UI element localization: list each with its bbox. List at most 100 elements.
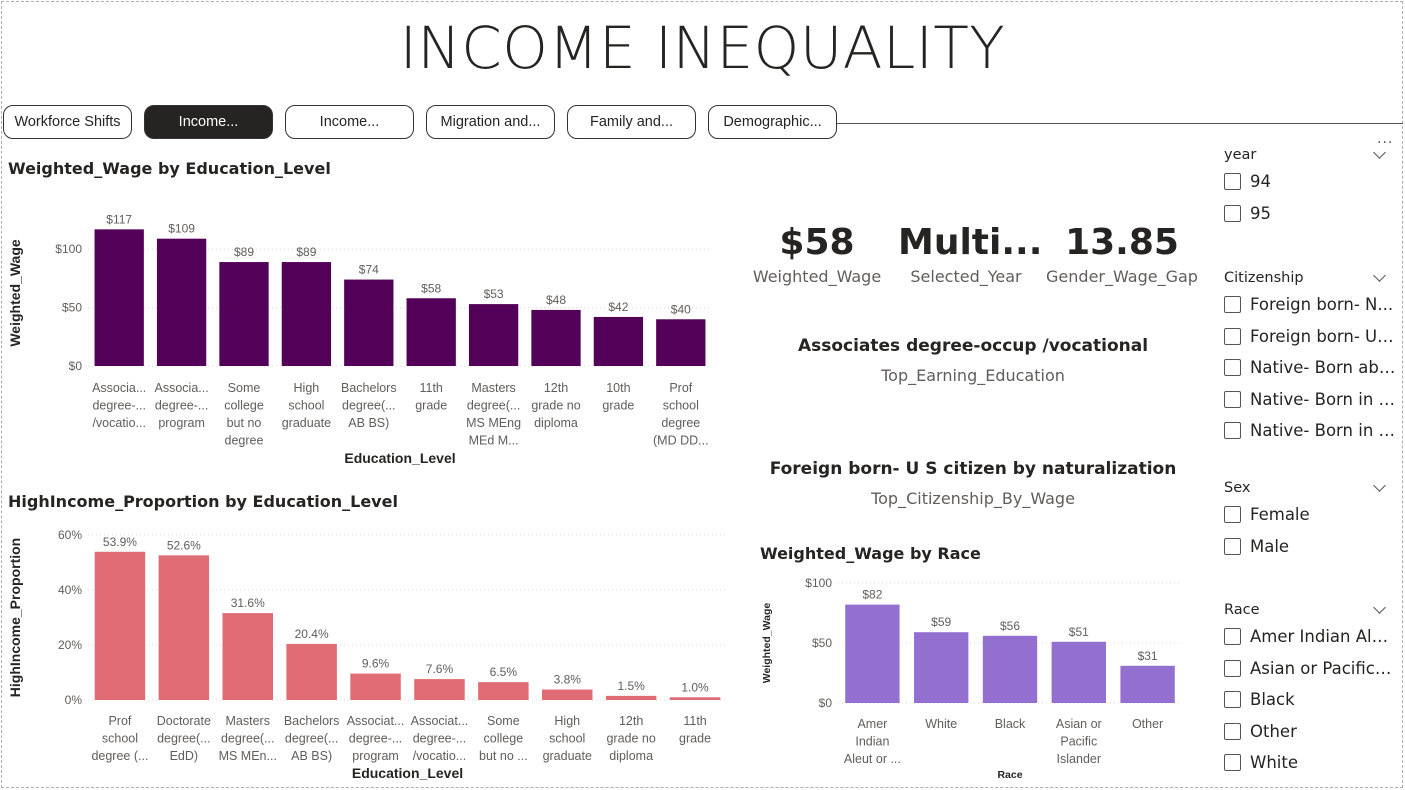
x-category-label-line: diploma — [609, 749, 653, 763]
x-category-label-line: program — [158, 416, 205, 430]
checkbox-icon[interactable] — [1224, 659, 1241, 677]
x-category-label: 12th grade no diploma — [531, 381, 580, 430]
checkbox-icon[interactable] — [1224, 691, 1241, 709]
nav-divider — [836, 123, 1403, 124]
y-tick-label: $50 — [812, 636, 832, 650]
slicer-option[interactable]: 95 — [1224, 198, 1396, 230]
x-category-label-line: but no ... — [479, 749, 528, 763]
wage-by-education-chart: $0 $50 $100 $117 Associa... degree-... /vocati… — [7, 212, 712, 466]
data-label: $48 — [546, 293, 566, 307]
x-category-label-line: Masters — [226, 714, 270, 728]
x-category-label-line: Some — [228, 381, 261, 395]
x-category-label-line: grade — [602, 399, 634, 413]
x-category-label: Some college but no ... — [479, 714, 528, 763]
tab-family[interactable]: Family and... — [567, 105, 696, 139]
slicer-option[interactable]: Female — [1224, 499, 1396, 531]
bar — [478, 682, 529, 700]
x-category-label-line: degree — [225, 434, 264, 448]
bar — [656, 319, 706, 366]
checkbox-icon[interactable] — [1224, 754, 1241, 772]
x-category-label-line: Amer — [857, 717, 887, 731]
x-category-label: Some college but no degree — [224, 381, 264, 448]
top-citizenship-label: Top_Citizenship_By_Wage — [871, 489, 1075, 508]
tab-demographic[interactable]: Demographic... — [708, 105, 837, 139]
checkbox-icon[interactable] — [1224, 173, 1241, 191]
x-category-label-line: school — [288, 399, 324, 413]
checkbox-icon[interactable] — [1224, 628, 1241, 646]
page-title: INCOME INEQUALITY — [399, 14, 1006, 82]
y-tick-label: $100 — [805, 576, 832, 590]
checkbox-icon[interactable] — [1224, 722, 1241, 740]
bar — [542, 689, 593, 700]
data-label: 1.5% — [617, 679, 645, 693]
data-label: 52.6% — [167, 538, 201, 552]
data-label: $51 — [1069, 625, 1089, 639]
data-label: $42 — [608, 300, 628, 314]
slicer-sex-header[interactable]: Sex — [1224, 477, 1396, 499]
top-citizenship-card: Foreign born- U S citizen by naturalizat… — [748, 459, 1198, 508]
slicer-option[interactable]: Foreign born- U ... — [1224, 321, 1396, 353]
top-earning-education-card: Associates degree-occup /vocational Top_… — [748, 336, 1198, 385]
checkbox-icon[interactable] — [1224, 204, 1241, 222]
x-category-label-line: Islander — [1057, 752, 1101, 766]
slicer-option[interactable]: Male — [1224, 531, 1396, 563]
checkbox-icon[interactable] — [1224, 390, 1241, 408]
x-category-label-line: Black — [995, 717, 1026, 731]
bar — [414, 679, 465, 700]
x-category-label-line: grade no — [606, 732, 655, 746]
slicer-option[interactable]: Native- Born in t... — [1224, 415, 1396, 447]
x-category-label-line: Indian — [855, 735, 889, 749]
slicer-citizenship-header[interactable]: Citizenship — [1224, 267, 1396, 289]
checkbox-icon[interactable] — [1224, 537, 1241, 555]
x-category-label: Bachelors degree(... AB BS) — [284, 714, 340, 763]
y-axis-title: Weighted_Wage — [7, 239, 23, 347]
chevron-down-icon[interactable] — [1373, 145, 1386, 159]
slicer-option[interactable]: Native- Born abr... — [1224, 352, 1396, 384]
chevron-down-icon[interactable] — [1373, 268, 1386, 282]
slicer-option[interactable]: Amer Indian Aleu... — [1224, 621, 1396, 653]
y-axis-title: Weighted_Wage — [761, 603, 773, 684]
checkbox-icon[interactable] — [1224, 359, 1241, 377]
bar — [281, 262, 332, 366]
more-options-icon[interactable]: ... — [1377, 131, 1394, 147]
x-category-label: 11th grade — [679, 714, 711, 746]
data-label: $58 — [421, 281, 441, 295]
x-category-label-line: degree (... — [91, 749, 148, 763]
slicer-option[interactable]: Foreign born- N... — [1224, 289, 1396, 321]
chevron-down-icon[interactable] — [1373, 600, 1386, 614]
x-category-label-line: school — [549, 732, 585, 746]
x-category-label: 10th grade — [602, 381, 634, 413]
y-tick-label: $0 — [819, 696, 833, 710]
bar — [531, 309, 581, 366]
checkbox-icon[interactable] — [1224, 506, 1241, 524]
x-category-label: Other — [1132, 717, 1163, 731]
data-label: $56 — [1000, 619, 1020, 633]
slicer-option[interactable]: 94 — [1224, 166, 1396, 198]
slicer-option[interactable]: Black — [1224, 684, 1396, 716]
tab-migration[interactable]: Migration and... — [426, 105, 555, 139]
x-category-label: Asian or Pacific Islander — [1056, 717, 1102, 766]
checkbox-icon[interactable] — [1224, 296, 1241, 314]
x-category-label-line: 10th — [606, 381, 630, 395]
tab-income-active[interactable]: Income... — [144, 105, 273, 139]
data-label: $53 — [484, 287, 504, 301]
slicer-option[interactable]: Asian or Pacific Is... — [1224, 653, 1396, 685]
slicer-option[interactable]: Other — [1224, 716, 1396, 748]
checkbox-icon[interactable] — [1224, 327, 1241, 345]
chevron-down-icon[interactable] — [1373, 478, 1386, 492]
x-category-label-line: but no — [227, 416, 262, 430]
checkbox-icon[interactable] — [1224, 422, 1241, 440]
slicer-option[interactable]: White — [1224, 747, 1396, 779]
x-category-label-line: degree(... — [221, 732, 275, 746]
x-category-label: Doctorate degree(... EdD) — [157, 714, 211, 763]
kpi-gender-wage-gap-value: 13.85 — [1065, 222, 1179, 263]
slicer-year-header[interactable]: year — [1224, 144, 1396, 166]
x-category-label-line: MS MEng — [466, 416, 521, 430]
tab-workforce-shifts[interactable]: Workforce Shifts — [3, 105, 132, 139]
data-label: $109 — [168, 222, 195, 236]
tab-income-2[interactable]: Income... — [285, 105, 414, 139]
slicer-race-header[interactable]: Race — [1224, 599, 1396, 621]
slicer-option[interactable]: Native- Born in P... — [1224, 384, 1396, 416]
x-category-label-line: AB BS) — [348, 416, 389, 430]
